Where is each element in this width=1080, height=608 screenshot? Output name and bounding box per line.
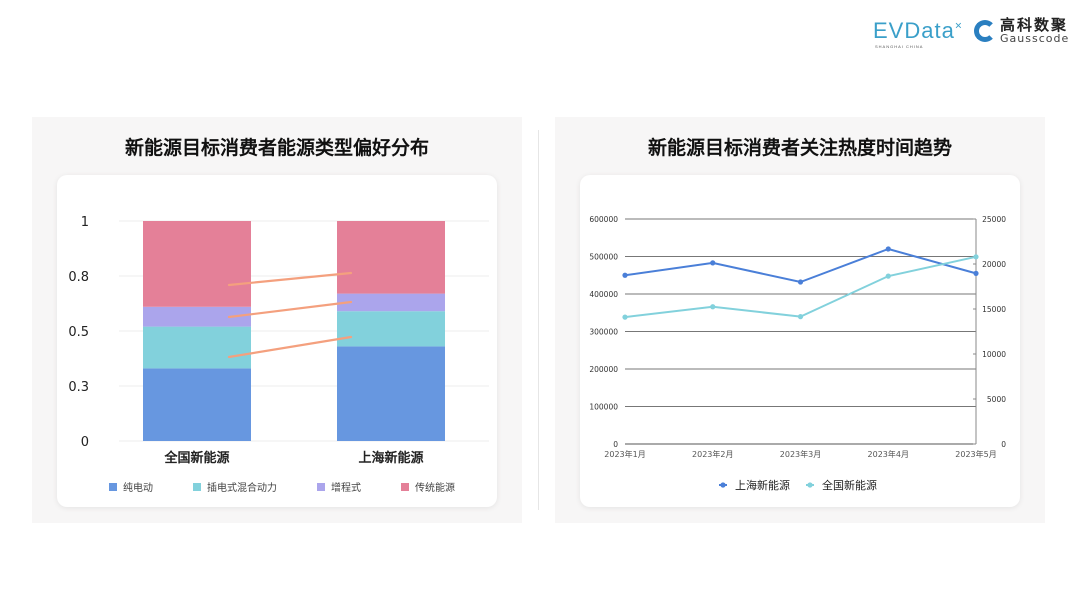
legend-label: 传统能源 [415, 481, 455, 494]
x-tick-label: 2023年5月 [955, 449, 996, 459]
trend-panel: 新能源目标消费者关注热度时间趋势 0 100000 200000 300000 4000… [555, 117, 1045, 523]
y2-tick-label: 10000 [982, 350, 1006, 359]
legend-swatch [401, 483, 409, 491]
x-tick-label: 2023年1月 [604, 449, 645, 459]
y-tick-label: 0.5 [68, 325, 89, 340]
series-line [624, 247, 977, 284]
bar-segment [143, 326, 251, 369]
y2-tick-label: 5000 [987, 395, 1006, 404]
legend-marker [807, 482, 813, 488]
data-point [622, 272, 628, 278]
gausscode-en: Gausscode [1000, 32, 1070, 45]
line-chart: 0 100000 200000 300000 400000 500000 600000 0 50… [589, 215, 1006, 492]
legend-swatch [317, 483, 325, 491]
data-point [797, 279, 804, 285]
data-point [622, 314, 628, 320]
y-tick-label: 100000 [589, 403, 618, 412]
y2-tick-label: 20000 [982, 260, 1006, 269]
chart-card: 0 100000 200000 300000 400000 500000 600000 0 50… [580, 175, 1020, 507]
connector-line [227, 300, 353, 319]
evdata-x-mark-icon: × [954, 18, 963, 33]
preference-panel: 新能源目标消费者能源类型偏好分布 0 0.3 0.5 0.8 1 全国新能源 上海新能源纯电… [32, 117, 522, 523]
bar-segment [337, 346, 445, 441]
evdata-logo-text: EVData [873, 18, 955, 43]
bar-segment [337, 221, 445, 294]
y2-tick-label: 15000 [982, 305, 1006, 314]
bar-segment [337, 311, 445, 347]
data-point [885, 246, 891, 252]
chart-title: 新能源目标消费者关注热度时间趋势 [647, 137, 952, 159]
connector-line [227, 335, 353, 359]
legend-label: 全国新能源 [822, 478, 877, 492]
gausscode-cn: 高科数聚 [1000, 16, 1069, 34]
x-tick-label: 2023年4月 [868, 449, 909, 459]
legend-marker [720, 482, 726, 488]
y-tick-label: 0.3 [68, 380, 89, 395]
legend-label: 上海新能源 [735, 478, 790, 492]
divider [538, 130, 539, 510]
y-tick-label: 200000 [589, 365, 618, 374]
chart-title: 新能源目标消费者能源类型偏好分布 [124, 137, 429, 159]
connector-line [227, 271, 353, 287]
y-tick-label: 500000 [589, 253, 618, 262]
evdata-logo-sub: SHANGHAI CHINA [875, 44, 924, 49]
legend-label: 插电式混合动力 [207, 481, 277, 494]
y-tick-label: 600000 [589, 215, 618, 224]
bar-segment [143, 221, 251, 307]
bar-segment [337, 293, 445, 312]
x-tick-label: 2023年2月 [692, 449, 733, 459]
y2-tick-label: 0 [1001, 440, 1006, 449]
series-line [624, 255, 977, 319]
y-tick-label: 300000 [589, 328, 618, 337]
gausscode-mark-icon [974, 20, 996, 42]
gausscode-logo: 高科数聚 Gausscode [974, 18, 1069, 44]
x-tick-label: 2023年3月 [780, 449, 821, 459]
data-point [973, 254, 979, 260]
legend-swatch [193, 483, 201, 491]
y-tick-label: 1 [81, 215, 89, 230]
y-tick-label: 0 [81, 435, 89, 450]
data-point [710, 260, 716, 266]
y-tick-label: 0.8 [68, 270, 89, 285]
evdata-logo: EVData× SHANGHAI CHINA [873, 18, 963, 49]
y2-tick-label: 25000 [982, 215, 1006, 224]
x-tick-label: 上海新能源 [358, 450, 423, 466]
data-point [885, 273, 891, 279]
legend-label: 增程式 [331, 481, 361, 494]
data-point [710, 304, 716, 310]
legend-swatch [109, 483, 117, 491]
bar-segment [143, 306, 251, 327]
x-tick-label: 全国新能源 [163, 450, 229, 466]
chart-card: 0 0.3 0.5 0.8 1 全国新能源 上海新能源纯电动 插电式混合动力 增程式 传统能源 [57, 175, 497, 507]
data-point [797, 314, 804, 320]
y-tick-label: 400000 [589, 290, 618, 299]
bar-segment [143, 368, 251, 441]
data-point [973, 270, 979, 276]
y-tick-label: 0 [613, 440, 618, 449]
legend-label: 纯电动 [123, 481, 153, 494]
